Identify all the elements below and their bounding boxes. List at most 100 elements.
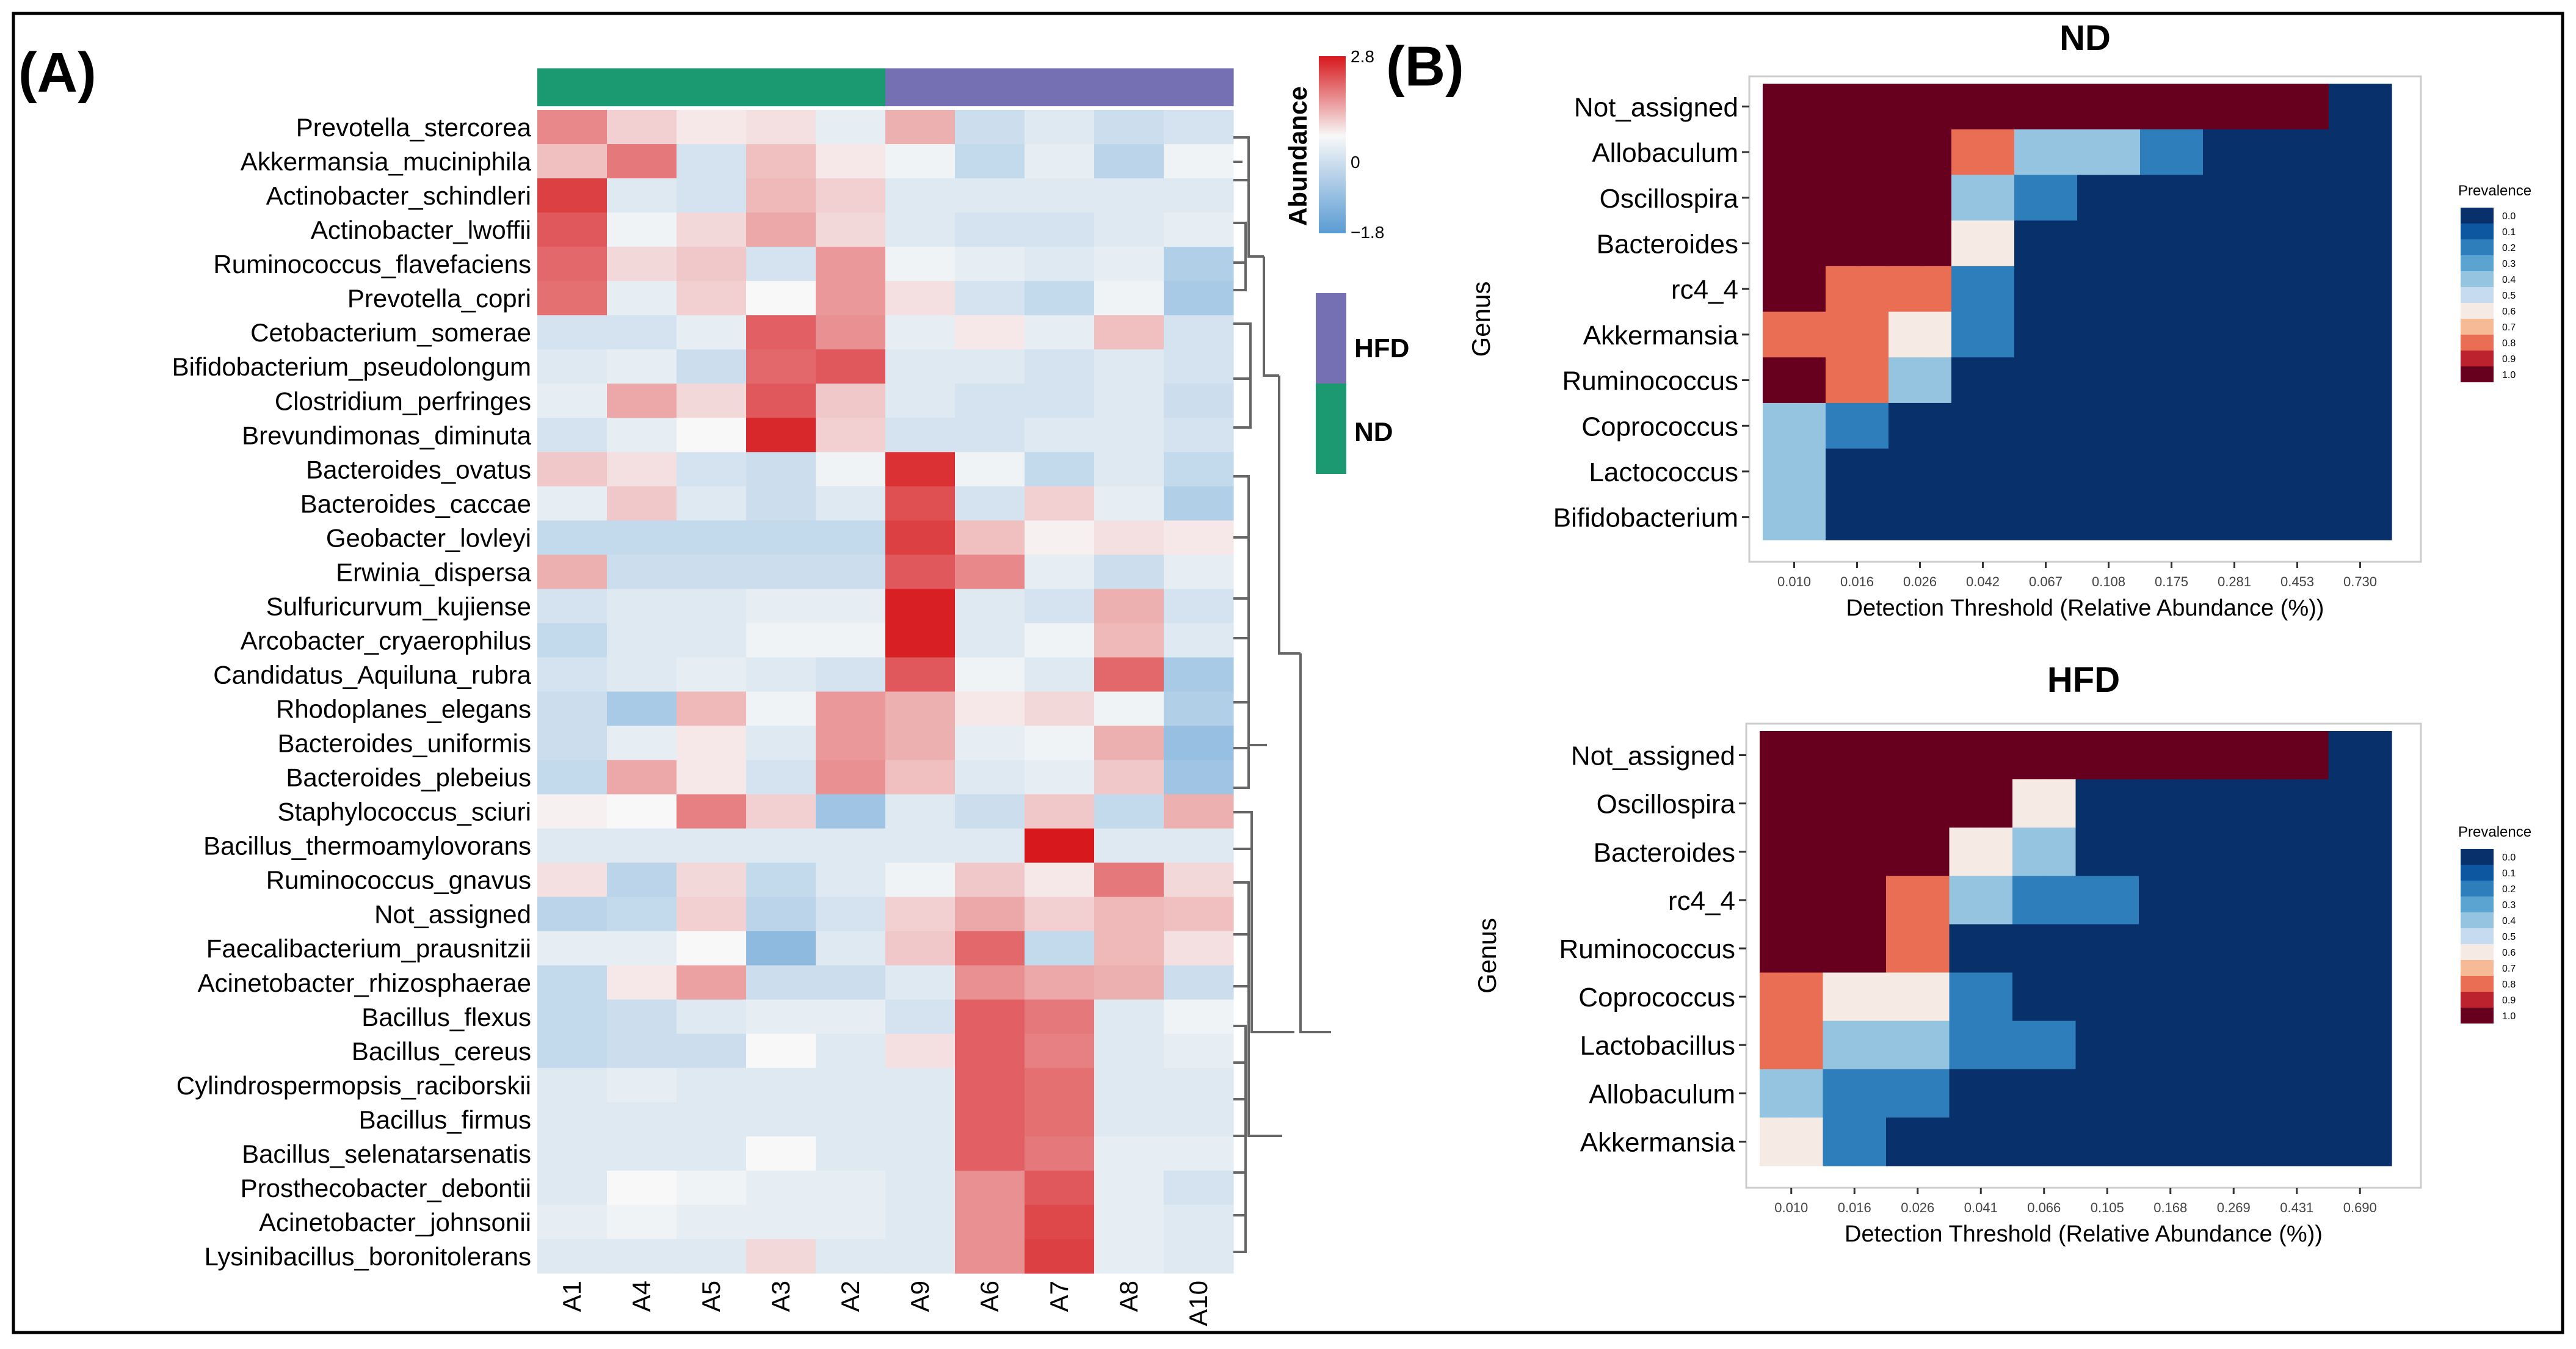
core-cell <box>2108 220 2141 267</box>
heatmap-cell <box>537 520 608 555</box>
core-cell <box>1823 1069 1855 1118</box>
column-label: A5 <box>697 1281 725 1312</box>
heatmap-cell <box>1025 555 1095 590</box>
group-bar-cell <box>816 68 886 106</box>
core-cell <box>1886 1069 1918 1118</box>
core-cell <box>1763 84 1795 130</box>
core-cell <box>1794 220 1826 267</box>
core-cell <box>2265 972 2298 1022</box>
heatmap-cell <box>537 623 608 658</box>
heatmap-cell <box>816 1238 886 1274</box>
heatmap-cell <box>677 862 747 898</box>
core-cell <box>1791 731 1824 780</box>
x-tick-label: 0.730 <box>2343 574 2377 589</box>
prevalence-swatch <box>2461 865 2494 881</box>
heatmap-cell <box>607 794 677 829</box>
heatmap-cell <box>1094 657 1164 693</box>
core-cell <box>2108 448 2141 495</box>
core-cell <box>2329 448 2361 495</box>
heatmap-cell <box>955 1067 1025 1103</box>
heatmap-cell <box>1164 691 1234 727</box>
core-cell <box>1951 220 1984 267</box>
row-label: Ruminococcus_gnavus <box>266 866 531 895</box>
core-cell <box>2360 1020 2392 1070</box>
heatmap-cell <box>1164 247 1234 282</box>
group-bar-cell <box>677 68 747 106</box>
core-cell <box>2044 731 2077 780</box>
heatmap-cell <box>1164 452 1234 487</box>
row-label: Cylindrospermopsis_raciborskii <box>176 1071 531 1100</box>
core-cell <box>1917 1069 1950 1118</box>
row-label: Cetobacterium_somerae <box>250 318 531 347</box>
heatmap-cell <box>816 1204 886 1240</box>
heatmap-cell <box>885 725 956 761</box>
heatmap-cell <box>677 178 747 213</box>
core-cell <box>2139 972 2171 1022</box>
core-cell <box>2108 494 2141 540</box>
heatmap-cell <box>537 418 608 453</box>
heatmap-cell <box>955 965 1025 1000</box>
prevalence-level-label: 0.9 <box>2502 354 2516 365</box>
x-tick-label: 0.010 <box>1777 574 1811 589</box>
heatmap-cell <box>746 1204 816 1240</box>
core-cell <box>2171 311 2204 358</box>
core-cell <box>2203 311 2235 358</box>
core-cell <box>1920 220 1952 267</box>
prevalence-swatch <box>2461 335 2494 351</box>
heatmap-cell <box>885 1102 956 1137</box>
heatmap-cell <box>1094 110 1164 145</box>
core-cell <box>1981 924 2013 973</box>
core-cell <box>1920 448 1952 495</box>
y-axis-label: Genus <box>1467 282 1495 357</box>
heatmap-cell <box>607 1238 677 1274</box>
core-cell <box>2266 311 2298 358</box>
core-cell <box>2139 924 2171 973</box>
heatmap-cell <box>1094 760 1164 795</box>
core-cell <box>2233 972 2266 1022</box>
core-cell <box>1794 175 1826 221</box>
heatmap-cell <box>1164 1102 1234 1137</box>
prevalence-level-label: 0.7 <box>2502 964 2516 974</box>
heatmap-cell <box>1025 828 1095 864</box>
heatmap-cell <box>537 999 608 1034</box>
core-cell <box>1794 84 1826 130</box>
core-cell <box>2171 357 2204 404</box>
heatmap-cell <box>607 1170 677 1205</box>
heatmap-cell <box>1025 1033 1095 1069</box>
prevalence-swatch <box>2461 992 2494 1008</box>
core-cell <box>1888 84 1921 130</box>
core-cell <box>2077 84 2110 130</box>
heatmap-cell <box>537 452 608 487</box>
heatmap-cell <box>816 1067 886 1103</box>
core-cell <box>2265 1069 2298 1118</box>
heatmap-cell <box>607 1136 677 1171</box>
heatmap-cell <box>607 178 677 213</box>
heatmap-cell <box>607 725 677 761</box>
legend-nd-label: ND <box>1354 417 1393 447</box>
heatmap-cell <box>677 281 747 316</box>
core-cell <box>1760 876 1792 925</box>
row-label: Bacteroides_caccae <box>300 489 531 518</box>
heatmap-cell <box>677 1204 747 1240</box>
heatmap-cell <box>955 760 1025 795</box>
genus-label: Coprococcus <box>1578 983 1735 1013</box>
core-cell <box>2202 972 2234 1022</box>
heatmap-cell <box>1025 999 1095 1034</box>
heatmap-cell <box>607 931 677 966</box>
heatmap-cell <box>1094 965 1164 1000</box>
column-label: A3 <box>766 1281 795 1312</box>
heatmap-cell <box>677 999 747 1034</box>
core-cell <box>2108 311 2141 358</box>
heatmap-cell <box>885 1136 956 1171</box>
core-cell <box>2265 779 2298 828</box>
heatmap-cell <box>955 110 1025 145</box>
heatmap-cell <box>677 828 747 864</box>
heatmap-cell <box>537 555 608 590</box>
core-cell <box>2107 731 2139 780</box>
row-label: Actinobacter_lwoffii <box>311 216 531 244</box>
genus-label: Oscillospira <box>1597 790 1736 820</box>
row-label: Prevotella_copri <box>347 284 531 313</box>
x-tick-label: 0.042 <box>1966 574 2000 589</box>
core-cell <box>2044 876 2077 925</box>
